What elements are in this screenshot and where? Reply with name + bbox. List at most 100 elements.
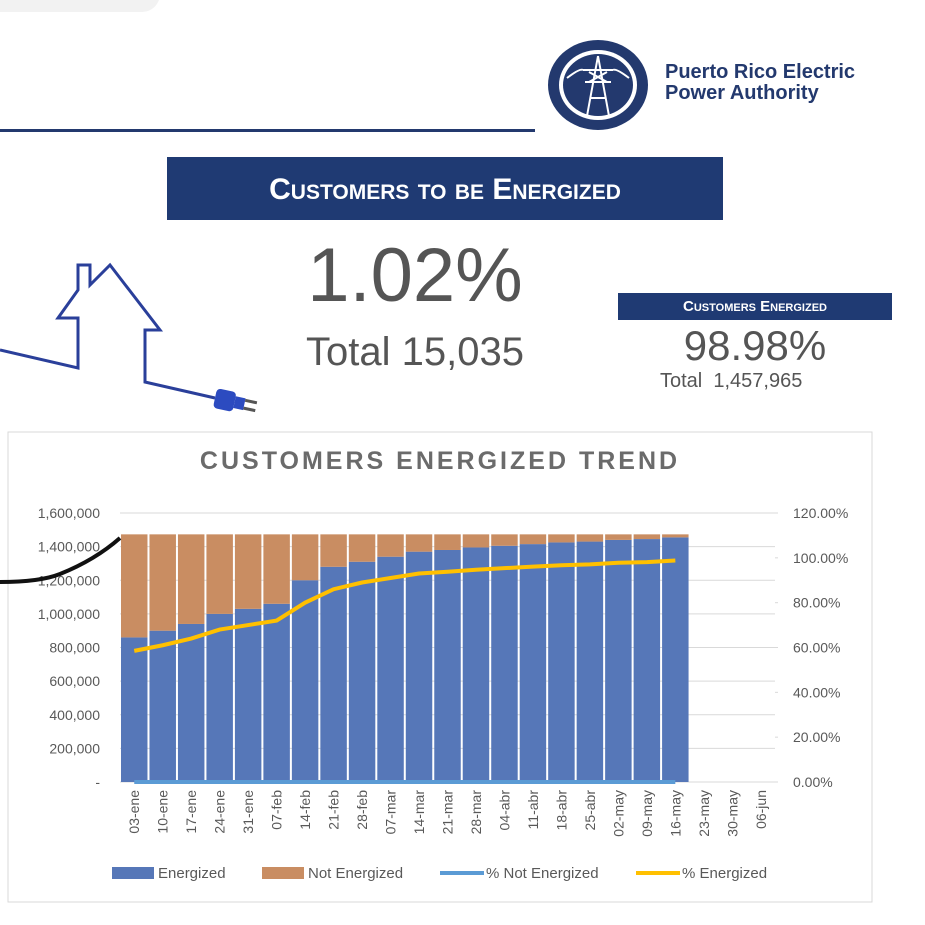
- kpi-title: Customers to be Energized: [167, 157, 723, 220]
- divider: [0, 129, 535, 132]
- house-icon: [0, 262, 258, 413]
- y-tick-label: 200,000: [49, 740, 100, 756]
- x-tick-label: 28-mar: [468, 790, 484, 835]
- y2-tick-label: 80.00%: [793, 595, 840, 611]
- kpi-percent: 98.98%: [683, 322, 827, 369]
- x-tick-label: 18-abr: [553, 790, 569, 831]
- bar-segment: [149, 534, 176, 631]
- x-tick-label: 16-may: [667, 790, 683, 837]
- x-tick-label: 23-may: [696, 790, 712, 837]
- legend-swatch: [112, 867, 154, 879]
- bar-segment: [206, 613, 233, 782]
- line: [133, 558, 676, 653]
- y-tick-label: 1,600,000: [38, 505, 100, 521]
- bar-segment: [263, 534, 290, 604]
- legend-label: Not Energized: [308, 865, 403, 882]
- y-tick-label: 1,000,000: [38, 606, 100, 622]
- legend-swatch: [262, 867, 304, 879]
- x-tick-label: 07-feb: [269, 790, 285, 830]
- bar-segment: [348, 534, 376, 562]
- bar-segment: [149, 630, 176, 782]
- bar-segment: [291, 580, 319, 782]
- y-tick-label: -: [95, 774, 100, 790]
- bar-segment: [377, 556, 404, 782]
- bar-segment: [462, 534, 490, 548]
- bar-segment: [491, 534, 518, 546]
- cable: [0, 536, 122, 584]
- org-name: Puerto Rico Electric Power Authority: [665, 61, 856, 104]
- bar-segment: [234, 608, 262, 782]
- bar-segment: [121, 637, 148, 782]
- bar-segment: [177, 623, 205, 782]
- x-tick-label: 06-jun: [753, 790, 769, 829]
- x-tick-label: 14-mar: [411, 790, 427, 835]
- bar-segment: [662, 537, 689, 782]
- bar-segment: [348, 561, 376, 782]
- chart-title: CUSTOMERS ENERGIZED TREND: [200, 447, 680, 475]
- bar-segment: [605, 539, 632, 782]
- top-tab: [0, 0, 160, 12]
- kpi-title: Customers Energized: [618, 293, 892, 320]
- x-tick-label: 02-may: [610, 790, 626, 837]
- bar-segment: [434, 534, 461, 550]
- x-tick-label: 31-ene: [240, 790, 256, 834]
- bar-segment: [633, 534, 661, 540]
- y-tick-label: 400,000: [49, 707, 100, 723]
- bar-segment: [576, 534, 604, 542]
- y-tick-label: 800,000: [49, 640, 100, 656]
- x-tick-label: 14-feb: [297, 790, 313, 830]
- x-tick-label: 09-may: [639, 790, 655, 837]
- bar-segment: [177, 534, 205, 624]
- x-tick-label: 03-ene: [126, 790, 142, 834]
- bar-segment: [320, 534, 347, 567]
- y2-tick-label: 120.00%: [793, 505, 848, 521]
- x-tick-label: 25-abr: [582, 790, 598, 831]
- kpi-total: Total 15,035: [306, 330, 524, 374]
- x-tick-label: 17-ene: [183, 790, 199, 834]
- bar-segment: [519, 544, 547, 782]
- x-tick-label: 21-mar: [440, 790, 456, 835]
- bar-segment: [576, 541, 604, 782]
- y-tick-label: 1,400,000: [38, 539, 100, 555]
- x-tick-label: 11-abr: [525, 790, 541, 830]
- bar-segment: [662, 534, 689, 538]
- bar-segment: [405, 551, 433, 782]
- x-tick-label: 04-abr: [496, 790, 512, 831]
- y2-tick-label: 20.00%: [793, 729, 840, 745]
- bar-segment: [548, 542, 575, 782]
- x-tick-label: 10-ene: [155, 790, 171, 834]
- legend-label: % Not Energized: [486, 865, 599, 882]
- bar-segment: [121, 534, 148, 638]
- bar-segment: [491, 545, 518, 782]
- bar-segment: [377, 534, 404, 557]
- bar-segment: [633, 539, 661, 782]
- legend-label: % Energized: [682, 865, 767, 882]
- y2-tick-label: 0.00%: [793, 774, 833, 790]
- bar-segment: [434, 549, 461, 782]
- x-tick-label: 30-may: [724, 790, 740, 837]
- bar-segment: [605, 534, 632, 540]
- x-tick-label: 28-feb: [354, 790, 370, 830]
- logo: [548, 40, 648, 130]
- y-tick-label: 600,000: [49, 673, 100, 689]
- x-tick-label: 21-feb: [326, 790, 342, 830]
- bar-segment: [263, 603, 290, 782]
- bar-segment: [206, 534, 233, 614]
- bar-segment: [519, 534, 547, 545]
- bar-segment: [291, 534, 319, 581]
- y2-tick-label: 60.00%: [793, 640, 840, 656]
- chart: CUSTOMERS ENERGIZED TREND - 200,000 400,00…: [7, 431, 873, 903]
- bar-segment: [234, 534, 262, 609]
- x-tick-label: 24-ene: [212, 790, 228, 834]
- bar-segment: [320, 566, 347, 782]
- kpi-percent: 1.02%: [307, 233, 523, 318]
- bar-segment: [462, 547, 490, 782]
- kpi-total: Total 1,457,965: [660, 370, 803, 392]
- x-tick-label: 07-mar: [383, 790, 399, 835]
- legend-label: Energized: [158, 865, 226, 882]
- bar-segment: [405, 534, 433, 552]
- bar-segment: [548, 534, 575, 543]
- y2-tick-label: 100.00%: [793, 550, 848, 566]
- y2-tick-label: 40.00%: [793, 684, 840, 700]
